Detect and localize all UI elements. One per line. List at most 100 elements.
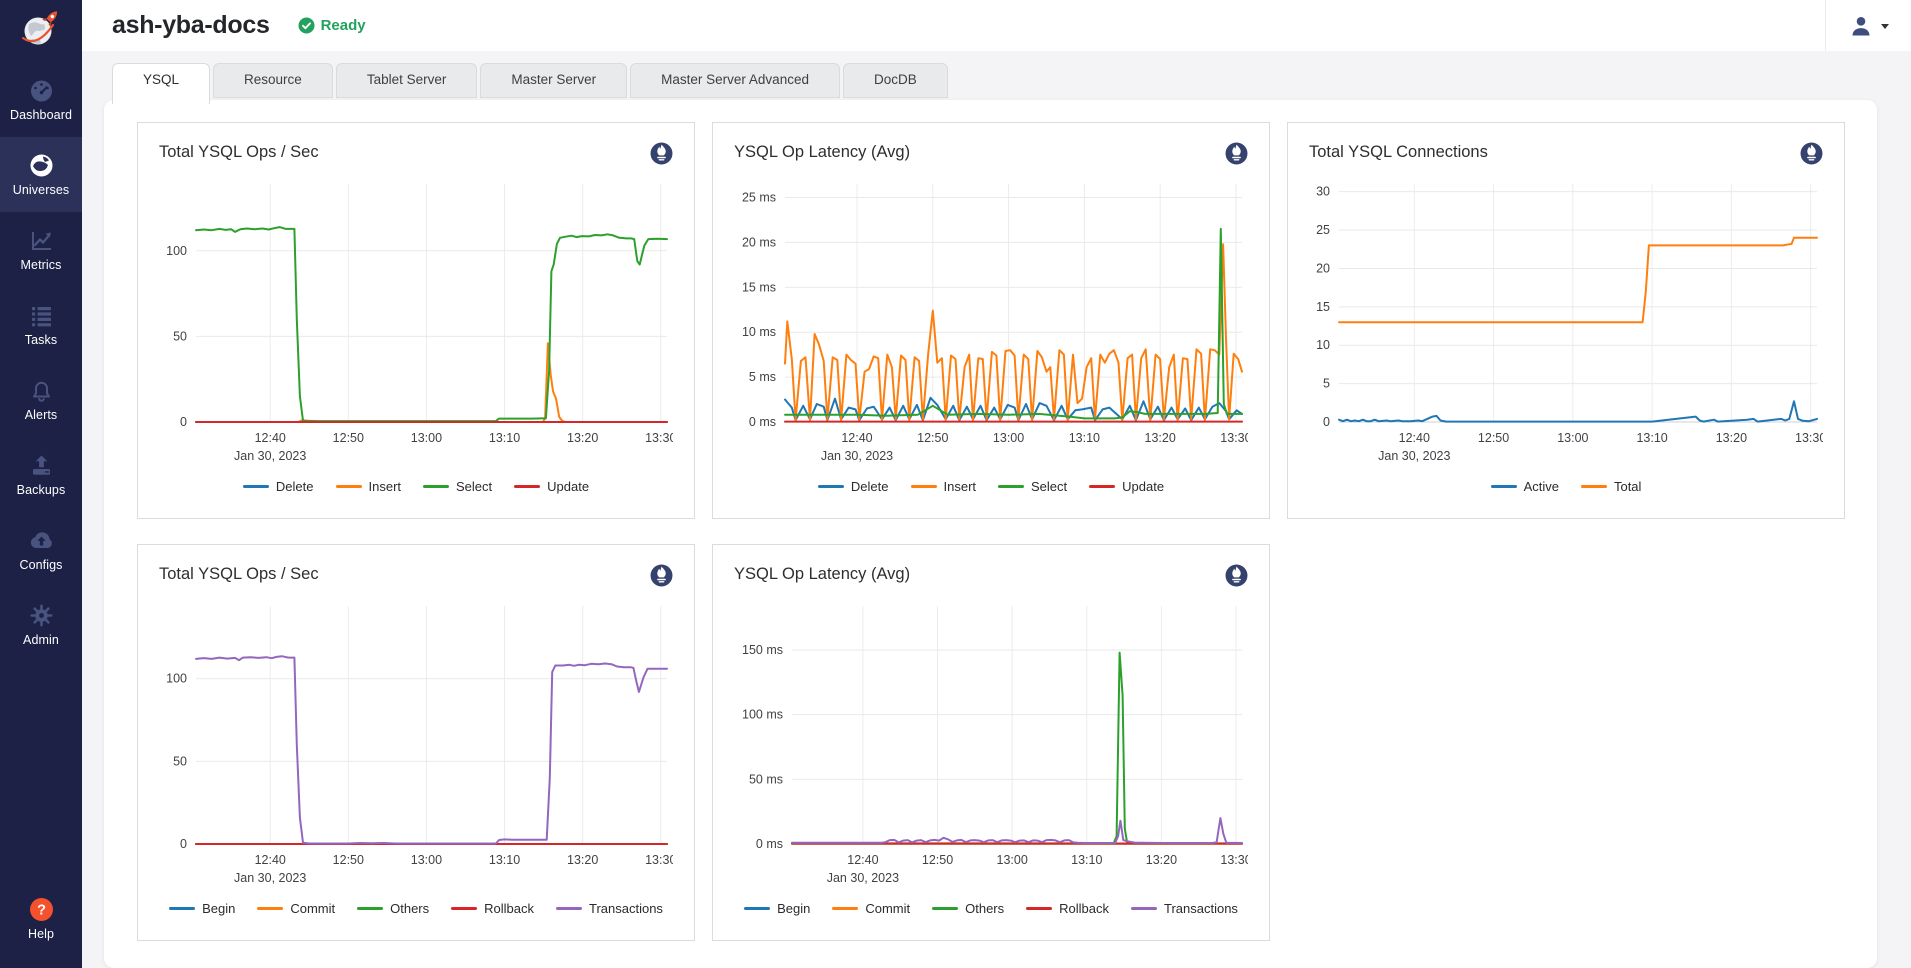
legend-item[interactable]: Transactions [555,901,663,916]
svg-text:10: 10 [1316,338,1330,352]
legend-label: Begin [202,901,236,916]
legend-item[interactable]: Select [423,479,492,494]
globe-icon [30,154,52,177]
legend-label: Others [390,901,430,916]
legend-swatch [998,485,1025,488]
prometheus-icon[interactable] [648,140,675,172]
chart-legend: Delete Insert Select Update [138,479,694,494]
tab-master-server-advanced[interactable]: Master Server Advanced [630,63,840,98]
sidebar-item-tasks[interactable]: Tasks [0,287,82,362]
status-label: Ready [320,17,366,35]
sidebar-item-alerts[interactable]: Alerts [0,362,82,437]
chart-plot[interactable]: 12:40 Jan 30, 2023 12:50 13:00 13:10 13:20 13:… [159,598,676,899]
chart-card: YSQL Op Latency (Avg) 12:40 Jan 30, 2023 1… [712,122,1270,519]
chart-plot[interactable]: 12:40 Jan 30, 2023 12:50 13:00 13:10 13:20 13:… [734,176,1252,477]
sidebar-item-label: Configs [19,558,63,572]
legend-item[interactable]: Rollback [451,901,534,916]
chart-legend: Begin Commit Others Rollback Transactions [713,901,1269,916]
check-circle-icon [298,17,315,34]
legend-swatch [832,907,859,910]
svg-text:13:30: 13:30 [645,853,673,867]
legend-item[interactable]: Delete [817,479,889,494]
legend-item[interactable]: Update [1089,479,1164,494]
svg-text:13:30: 13:30 [1220,431,1248,445]
sidebar-item-configs[interactable]: Configs [0,512,82,587]
tab-master-server[interactable]: Master Server [480,63,628,98]
bell-icon [32,381,50,402]
sidebar-item-help[interactable]: ? Help [0,881,82,956]
sidebar-item-universes[interactable]: Universes [0,137,82,212]
chart-title: YSQL Op Latency (Avg) [734,143,911,161]
legend-swatch [242,485,269,488]
legend-swatch [357,907,384,910]
legend-swatch [932,907,959,910]
series-transactions [791,817,1243,844]
chart-card: Total YSQL Ops / Sec 12:40 Jan 30, 2023 12… [137,544,695,941]
legend-item[interactable]: Insert [910,479,976,494]
svg-text:Jan 30, 2023: Jan 30, 2023 [821,449,893,463]
sidebar-item-backups[interactable]: Backups [0,437,82,512]
legend-swatch [1026,907,1053,910]
legend-swatch [514,485,541,488]
legend-item[interactable]: Update [514,479,589,494]
legend-item[interactable]: Insert [335,479,401,494]
chart-plot[interactable]: 12:40 Jan 30, 2023 12:50 13:00 13:10 13:20 13:… [734,598,1252,899]
legend-label: Others [965,901,1005,916]
legend-label: Transactions [1163,901,1238,916]
prometheus-icon[interactable] [648,562,675,594]
chart-plot[interactable]: 12:40 Jan 30, 2023 12:50 13:00 13:10 13:20 13:… [1309,176,1826,477]
prometheus-icon[interactable] [1223,140,1250,172]
series-transactions [195,655,668,845]
svg-text:20 ms: 20 ms [742,235,776,249]
tab-ysql[interactable]: YSQL [112,63,211,104]
legend-item[interactable]: Transactions [1130,901,1238,916]
legend-swatch [1130,907,1157,910]
legend-item[interactable]: Commit [832,901,910,916]
yugabyte-logo[interactable] [0,0,82,62]
legend-swatch [257,907,284,910]
prometheus-icon[interactable] [1798,140,1825,172]
legend-item[interactable]: Delete [242,479,314,494]
svg-text:50 ms: 50 ms [749,772,783,786]
chart-legend: Active Total [1288,479,1844,494]
legend-item[interactable]: Select [998,479,1067,494]
svg-text:13:00: 13:00 [993,431,1024,445]
prometheus-icon[interactable] [1223,562,1250,594]
chart-grid: Total YSQL Ops / Sec 12:40 Jan 30, 2023 12… [104,100,1877,941]
sidebar-item-metrics[interactable]: Metrics [0,212,82,287]
sidebar-item-dashboard[interactable]: Dashboard [0,62,82,137]
legend-item[interactable]: Begin [744,901,810,916]
chart-title: YSQL Op Latency (Avg) [734,565,911,583]
sidebar-item-admin[interactable]: Admin [0,587,82,662]
legend-item[interactable]: Rollback [1026,901,1109,916]
legend-swatch [423,485,450,488]
legend-item[interactable]: Begin [169,901,235,916]
svg-text:13:20: 13:20 [567,853,598,867]
legend-item[interactable]: Active [1490,479,1559,494]
content: YSQL Resource Tablet Server Master Serve… [82,51,1911,968]
svg-text:0: 0 [180,837,187,851]
series-active [1338,400,1818,423]
svg-text:13:10: 13:10 [489,431,520,445]
legend-item[interactable]: Others [357,901,429,916]
tab-resource[interactable]: Resource [213,63,333,98]
legend-swatch [335,485,362,488]
svg-text:13:20: 13:20 [1146,853,1177,867]
dashboard-gauge-icon [30,80,52,102]
legend-item[interactable]: Others [932,901,1004,916]
legend-item[interactable]: Total [1580,479,1641,494]
user-menu[interactable] [1825,0,1911,52]
sidebar-item-label: Admin [23,633,59,647]
svg-text:13:30: 13:30 [1795,431,1823,445]
tab-docdb[interactable]: DocDB [842,63,948,98]
tab-tablet-server[interactable]: Tablet Server [335,63,478,98]
chart-title: Total YSQL Ops / Sec [159,565,319,583]
legend-item[interactable]: Commit [257,901,335,916]
chart-plot[interactable]: 12:40 Jan 30, 2023 12:50 13:00 13:10 13:20 13:… [159,176,676,477]
legend-label: Commit [865,901,911,916]
svg-text:13:20: 13:20 [567,431,598,445]
svg-text:100 ms: 100 ms [742,708,783,722]
svg-text:5: 5 [1323,377,1330,391]
svg-text:13:20: 13:20 [1145,431,1176,445]
